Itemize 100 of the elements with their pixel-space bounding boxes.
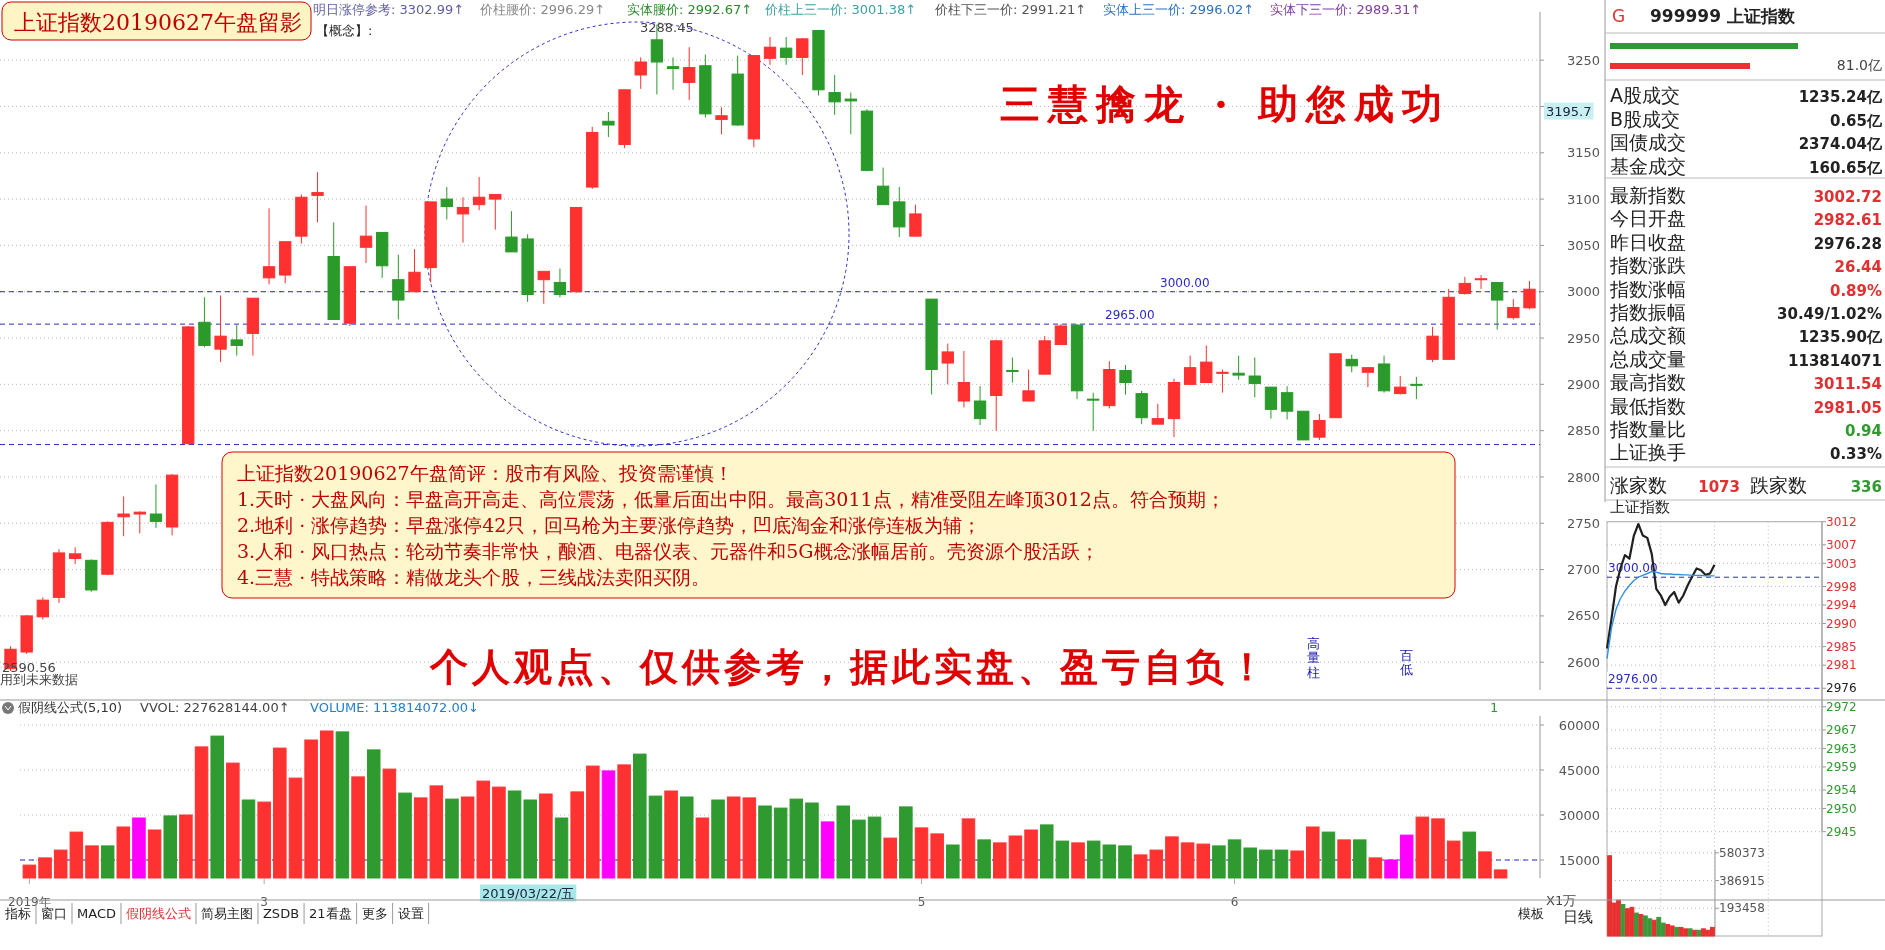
candlestick xyxy=(1216,369,1229,394)
candlestick xyxy=(715,106,728,135)
chart-title: 假阴线公式(5,10) xyxy=(18,700,123,715)
annotation: 4.三慧 · 特战策略：精做龙头个股，三线战法卖阳买阴。 xyxy=(237,566,711,588)
y-tick-label: 2994 xyxy=(1826,598,1857,613)
annotation: 【概念】: xyxy=(316,23,373,38)
candlestick xyxy=(1280,385,1294,421)
text: 0.65亿 xyxy=(1829,111,1882,130)
candlestick xyxy=(1119,364,1132,396)
y-tick-label: 3000 xyxy=(1566,284,1600,300)
bar xyxy=(1638,914,1644,937)
y-tick-label: 2650 xyxy=(1566,608,1600,624)
y-tick-label: 2900 xyxy=(1566,376,1600,392)
category-label: 简易主图 xyxy=(200,906,253,921)
x-tick-label: 6 xyxy=(1230,895,1239,909)
candlestick xyxy=(359,205,373,264)
text: G xyxy=(1612,6,1626,26)
text: 3195.7 xyxy=(1546,103,1592,119)
candlestick xyxy=(763,36,777,66)
y-tick-label: 2954 xyxy=(1826,783,1857,798)
y-tick-label: 2950 xyxy=(1566,330,1600,346)
candlestick xyxy=(1264,386,1278,420)
text: 模板 xyxy=(1518,906,1544,921)
annotation: 三慧擒龙 · 助您成功 xyxy=(1000,80,1450,127)
candlestick xyxy=(1426,326,1439,363)
candlestick xyxy=(230,324,243,357)
y-tick-label: 3003 xyxy=(1826,556,1857,571)
bar xyxy=(1705,929,1711,937)
text: 跌家数 xyxy=(1750,474,1807,496)
y-tick-label: 3012 xyxy=(1826,514,1857,529)
candlestick xyxy=(440,186,453,220)
text: 30.49/1.02% xyxy=(1777,305,1882,323)
ref-line-label: 2965.00 xyxy=(1105,308,1155,323)
candlestick xyxy=(844,92,857,135)
candlestick xyxy=(1232,355,1245,381)
text: 2019/03/22/五 xyxy=(482,885,575,901)
y-tick-label: 2972 xyxy=(1826,699,1857,714)
text: 1 xyxy=(1490,700,1499,715)
candlestick xyxy=(780,36,793,66)
text: 113814071 xyxy=(1788,351,1882,370)
y-tick-label: 386915 xyxy=(1719,873,1765,888)
y-tick-label: 2850 xyxy=(1566,423,1600,439)
y-tick-label: 2959 xyxy=(1826,760,1857,775)
text: X1万 xyxy=(1546,893,1577,908)
candlestick xyxy=(1394,375,1407,396)
bar xyxy=(1629,906,1635,937)
category-label: 指数量比 xyxy=(1609,418,1686,440)
candlestick xyxy=(666,56,680,91)
candlestick xyxy=(796,37,809,76)
y-tick-label: 2990 xyxy=(1826,616,1857,631)
candlestick xyxy=(1200,344,1213,383)
category-label: 指标 xyxy=(4,906,31,921)
candlestick xyxy=(472,176,486,211)
candlestick xyxy=(133,510,146,534)
candlestick xyxy=(828,74,841,116)
bar xyxy=(1647,918,1653,937)
bar xyxy=(1607,855,1612,937)
candlestick xyxy=(537,270,550,305)
candlestick xyxy=(876,167,890,206)
candlestick xyxy=(117,495,130,537)
category-label: ZSDB xyxy=(262,906,300,921)
category-label: 昨日收盘 xyxy=(1610,230,1686,253)
y-tick-label: 3250 xyxy=(1566,52,1600,68)
category-label: 21看盘 xyxy=(309,906,352,921)
y-tick-label: 3007 xyxy=(1826,538,1857,553)
annotation: 3.人和 · 风口热点：轮动节奏非常快，酿酒、电器仪表、元器件和5G概念涨幅居前。壳资源个股活跃； xyxy=(237,540,1099,562)
annotation: 价柱下三一价: 2991.21↑ xyxy=(934,2,1087,17)
candlestick xyxy=(1507,298,1520,321)
category-label: 指数涨跌 xyxy=(1609,254,1686,277)
annotation: 2590.56 xyxy=(2,660,56,675)
bar xyxy=(1642,915,1648,937)
y-tick-label: 45000 xyxy=(1558,762,1600,778)
y-tick-label: 2981 xyxy=(1826,658,1857,673)
candlestick xyxy=(1313,413,1326,441)
candlestick xyxy=(1054,323,1068,346)
text: 3002.72 xyxy=(1813,188,1882,206)
candlestick xyxy=(1087,392,1100,432)
chart-title: 上证指数 xyxy=(1610,498,1670,516)
text: 0.89% xyxy=(1829,281,1882,300)
category-label: B股成交 xyxy=(1610,107,1681,130)
bar xyxy=(1656,916,1662,937)
candlestick xyxy=(392,254,405,321)
annotation: 百低 xyxy=(1400,648,1414,678)
bar xyxy=(1620,903,1626,937)
x-tick-label: 5 xyxy=(917,895,926,909)
candlestick xyxy=(1474,274,1488,290)
text: 160.65亿 xyxy=(1809,158,1882,177)
annotation: 高量柱 xyxy=(1306,636,1320,680)
category-label: 基金成交 xyxy=(1610,154,1686,177)
text: 日线 xyxy=(1563,908,1593,926)
candlestick xyxy=(1183,355,1197,385)
candlestick xyxy=(957,350,971,408)
category-label: 设置 xyxy=(397,906,424,921)
annotation: 实体腰价: 2992.67↑ xyxy=(627,2,753,17)
category-label: 上证换手 xyxy=(1610,441,1686,464)
candlestick xyxy=(214,294,227,363)
ref-line-label: 3000.00 xyxy=(1160,275,1210,290)
text: 1235.24亿 xyxy=(1798,88,1882,106)
candlestick xyxy=(1006,356,1019,383)
annotation: 明日涨停参考: 3302.99↑ xyxy=(313,2,465,17)
